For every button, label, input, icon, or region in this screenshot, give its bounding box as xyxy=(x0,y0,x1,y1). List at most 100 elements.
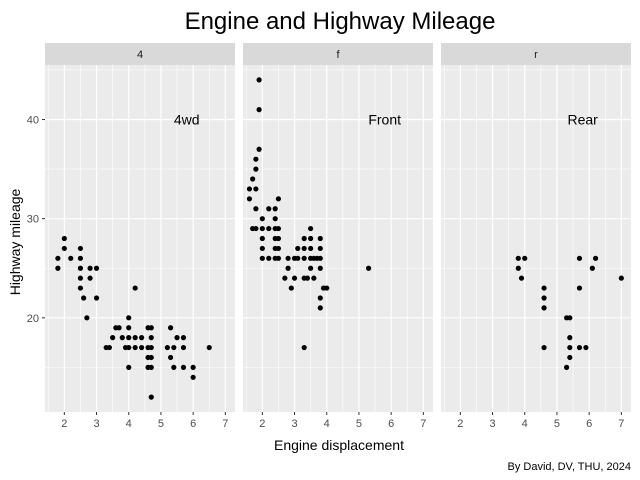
panel-annotation: Rear xyxy=(568,112,599,128)
data-point xyxy=(148,325,154,331)
data-point xyxy=(317,255,323,261)
x-tick-label: 6 xyxy=(586,418,592,430)
data-point xyxy=(592,255,599,261)
x-tick-label: 6 xyxy=(190,418,196,430)
data-point xyxy=(259,216,265,222)
data-point xyxy=(206,344,212,351)
data-point xyxy=(317,305,323,311)
data-point xyxy=(256,107,262,113)
data-point xyxy=(541,285,547,291)
data-point xyxy=(583,344,589,351)
data-point xyxy=(317,245,323,252)
data-point xyxy=(576,285,583,291)
facet-panel-r: r 2 3 4 5 6 7 Rear xyxy=(441,43,631,430)
data-point xyxy=(246,196,253,202)
data-point xyxy=(541,305,547,311)
x-tick-label: 5 xyxy=(554,418,560,430)
panel-background xyxy=(45,65,235,412)
facet-strip-label: 4 xyxy=(137,49,143,61)
data-point xyxy=(139,344,145,351)
data-point xyxy=(126,325,132,331)
y-tick-label: 20 xyxy=(27,313,39,325)
x-tick-label: 7 xyxy=(618,418,624,430)
data-point xyxy=(167,354,174,361)
data-point xyxy=(148,354,154,361)
facet-strip-label: r xyxy=(534,49,538,61)
data-point xyxy=(259,225,265,232)
data-point xyxy=(515,265,521,271)
data-point xyxy=(567,315,573,321)
data-point xyxy=(301,235,307,242)
data-point xyxy=(259,255,265,261)
data-point xyxy=(541,344,547,351)
data-point xyxy=(253,225,259,232)
data-point xyxy=(256,146,262,152)
data-point xyxy=(259,245,265,252)
data-point xyxy=(567,354,573,361)
data-point xyxy=(93,265,100,271)
data-point xyxy=(93,295,100,301)
data-point xyxy=(106,344,113,351)
data-point xyxy=(282,275,288,281)
data-point xyxy=(77,255,84,261)
x-tick-label: 4 xyxy=(522,418,528,430)
chart-title: Engine and Highway Mileage xyxy=(185,8,496,35)
data-point xyxy=(167,325,174,331)
data-point xyxy=(77,285,84,291)
data-point xyxy=(589,265,595,271)
data-point xyxy=(116,325,122,331)
data-point xyxy=(308,225,314,232)
data-point xyxy=(272,206,278,212)
data-point xyxy=(563,364,570,370)
data-point xyxy=(171,344,177,351)
data-point xyxy=(275,245,282,252)
data-point xyxy=(253,156,259,162)
data-point xyxy=(365,265,372,271)
x-tick-label: 3 xyxy=(291,418,297,430)
data-point xyxy=(272,216,278,222)
data-point xyxy=(253,186,259,192)
facet-strip-label: f xyxy=(336,49,340,61)
data-point xyxy=(190,364,196,370)
data-point xyxy=(253,206,259,212)
data-point xyxy=(266,225,272,232)
data-point xyxy=(250,176,256,182)
data-point xyxy=(256,77,262,83)
data-point xyxy=(275,255,282,261)
data-point xyxy=(148,344,154,351)
facet-strip xyxy=(243,43,433,65)
x-tick-label: 3 xyxy=(489,418,495,430)
data-point xyxy=(126,344,132,351)
data-point xyxy=(61,235,67,242)
x-tick-label: 7 xyxy=(222,418,228,430)
data-point xyxy=(126,315,132,321)
x-tick-label: 2 xyxy=(61,418,67,430)
data-point xyxy=(132,335,138,341)
data-point xyxy=(55,265,61,271)
data-point xyxy=(317,235,323,242)
data-point xyxy=(308,235,314,242)
data-point xyxy=(522,255,528,261)
data-point xyxy=(518,275,525,281)
x-tick-label: 5 xyxy=(356,418,362,430)
data-point xyxy=(266,206,272,212)
data-point xyxy=(567,335,573,341)
data-point xyxy=(180,364,187,370)
data-point xyxy=(259,235,265,242)
x-axis-label: Engine displacement xyxy=(274,437,404,453)
data-point xyxy=(126,335,132,341)
panel-annotation: Front xyxy=(368,112,401,128)
data-point xyxy=(576,255,583,261)
data-point xyxy=(81,295,87,301)
data-point xyxy=(84,315,90,321)
data-point xyxy=(317,295,323,301)
facet-strip xyxy=(45,43,235,65)
data-point xyxy=(301,344,307,351)
data-point xyxy=(180,344,187,351)
data-point xyxy=(164,344,170,351)
data-point xyxy=(246,186,253,192)
data-point xyxy=(301,255,307,261)
data-point xyxy=(87,275,93,281)
data-point xyxy=(324,285,330,291)
data-point xyxy=(132,285,138,291)
